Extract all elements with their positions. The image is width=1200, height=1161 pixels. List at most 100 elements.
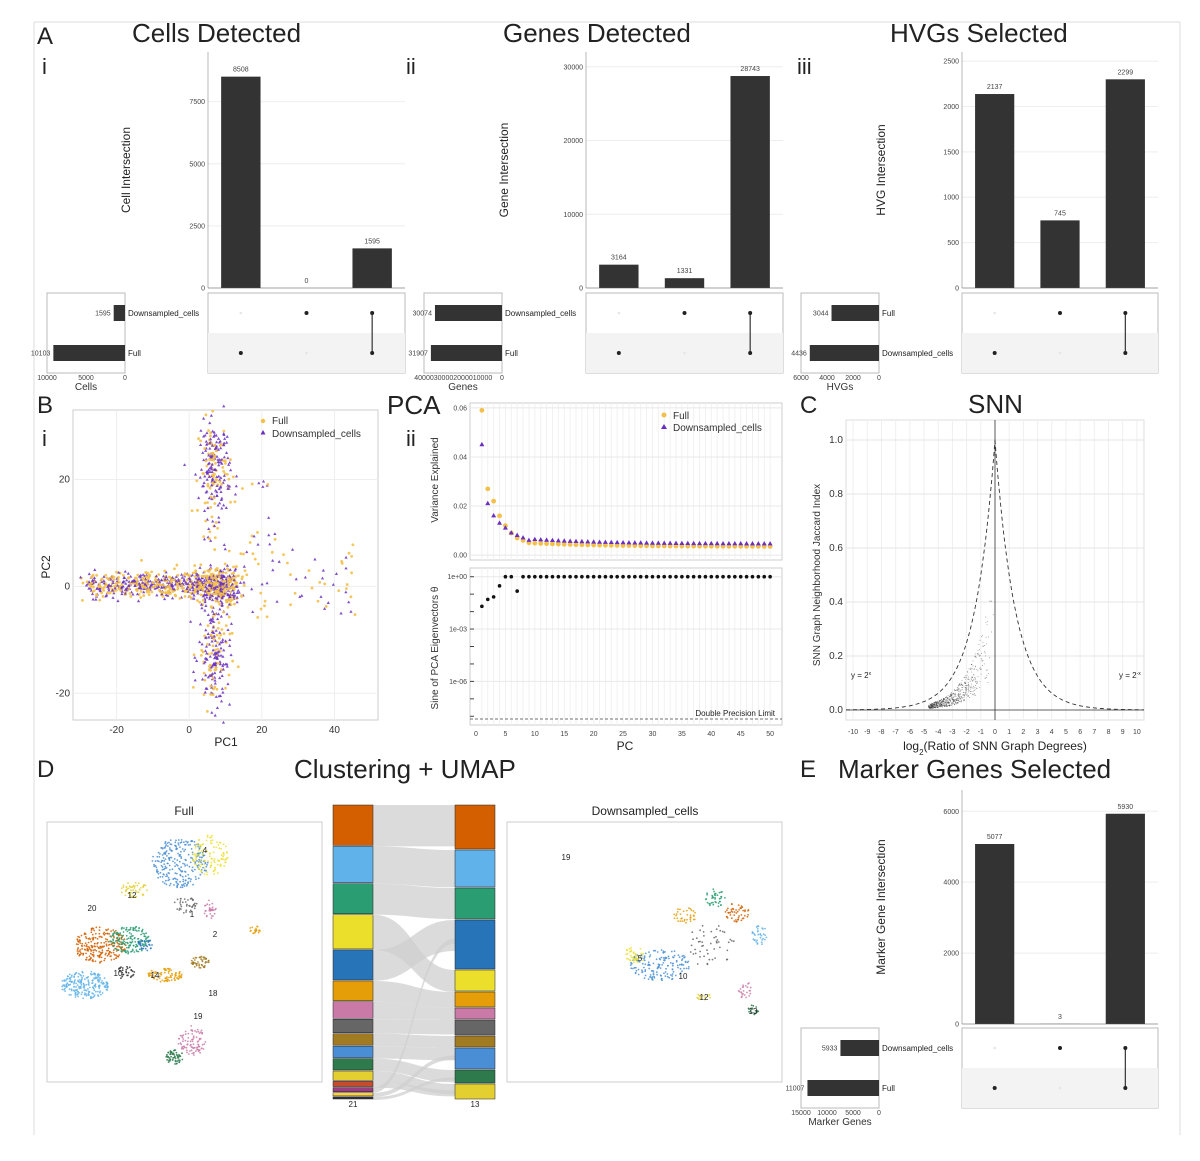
- pca-point-down: [137, 582, 142, 585]
- umap-full-point: [163, 868, 165, 871]
- pca-point-full: [193, 588, 197, 591]
- matrix-dot-off: [305, 351, 308, 355]
- umap-full-point: [78, 940, 81, 943]
- umap-full-point: [184, 1033, 187, 1035]
- umap-full-point: [88, 946, 91, 949]
- pca-point-full: [202, 693, 206, 696]
- pca-point-down: [294, 577, 298, 581]
- umap-down-point: [748, 982, 750, 984]
- snn-point: [971, 676, 973, 678]
- pca-point-down: [339, 611, 343, 615]
- pc-x-tick: 30: [649, 731, 657, 738]
- snn-point: [937, 706, 939, 708]
- umap-full-point: [169, 1053, 172, 1056]
- snn-point: [944, 702, 946, 704]
- pca-point-down: [211, 429, 215, 433]
- umap-full-point: [173, 877, 176, 880]
- umap-full-point: [130, 889, 132, 892]
- umap-full-point: [179, 1059, 181, 1062]
- umap-full-point: [186, 1051, 188, 1054]
- umap-down-point: [660, 978, 663, 981]
- pca-point-full: [212, 496, 216, 500]
- variance-point-down: [702, 540, 708, 546]
- pca-point-down: [120, 585, 124, 589]
- umap-down-point: [727, 941, 730, 944]
- umap-full-point: [176, 1062, 178, 1065]
- pca-point-down: [98, 586, 102, 590]
- umap-full-point: [200, 1047, 203, 1050]
- variance-point-down: [549, 537, 555, 543]
- umap-full-point: [174, 976, 176, 978]
- umap-down-point: [692, 938, 694, 941]
- snn-point: [958, 690, 960, 692]
- snn-point: [941, 706, 943, 708]
- pca-point-down: [200, 677, 205, 681]
- umap-full-point: [222, 843, 225, 846]
- umap-full-point: [125, 934, 128, 937]
- umap-full-point: [175, 881, 178, 883]
- umap-full-point: [73, 975, 76, 977]
- pca-point-down: [213, 488, 218, 492]
- variance-point-full: [608, 542, 614, 548]
- pca-point-full: [289, 603, 293, 607]
- sankey-left-node: [332, 1087, 374, 1093]
- umap-full-point: [159, 871, 162, 874]
- matrix-dot-on: [1058, 1046, 1062, 1050]
- umap-full-point: [158, 975, 161, 978]
- pca-point-down: [215, 493, 219, 497]
- snn-point: [944, 706, 946, 707]
- umap-full-point: [203, 873, 206, 875]
- snn-point: [960, 698, 962, 699]
- umap-full-point: [161, 854, 164, 856]
- pca-point-full: [221, 585, 225, 589]
- umap-down-point: [652, 962, 655, 965]
- snn-point: [937, 700, 939, 702]
- snn-point: [943, 702, 944, 704]
- umap-full-point: [70, 989, 73, 992]
- umap-full-point: [167, 1059, 170, 1062]
- umap-full-point: [64, 987, 66, 990]
- umap-full-point: [130, 941, 133, 944]
- umap-full-point: [75, 943, 78, 945]
- umap-down-point: [676, 911, 679, 913]
- umap-full-point: [93, 972, 96, 975]
- pca-point-full: [227, 477, 231, 481]
- umap-down-point: [715, 940, 718, 943]
- panel-b-label: B: [37, 392, 53, 419]
- pca-point-full: [324, 605, 328, 608]
- snn-point: [971, 671, 973, 673]
- snn-point: [968, 685, 970, 687]
- umap-full-point: [129, 926, 132, 929]
- umap-full-point: [108, 933, 111, 935]
- umap-full-point: [205, 839, 208, 842]
- intersection-bar: [599, 264, 639, 288]
- umap-full-cluster-label: 19: [194, 1012, 203, 1021]
- variance-point-full: [579, 542, 585, 548]
- umap-full-point: [118, 937, 121, 940]
- umap-full-point: [87, 950, 90, 952]
- snn-point: [945, 697, 947, 699]
- snn-point: [959, 693, 961, 695]
- umap-full-point: [192, 903, 195, 906]
- pca-point-full: [120, 583, 124, 587]
- umap-full-point: [177, 839, 180, 841]
- pca-point-full: [210, 576, 214, 580]
- umap-full-point: [159, 853, 161, 855]
- variance-point-down: [720, 540, 726, 546]
- snn-point: [970, 690, 972, 692]
- umap-full-point: [130, 935, 133, 937]
- umap-down-point: [682, 910, 685, 913]
- pca-point-down: [217, 694, 221, 698]
- snn-curve-left: [846, 439, 996, 711]
- umap-full-point: [200, 958, 203, 961]
- umap-full-point: [129, 894, 132, 896]
- matrix-dot-off: [617, 311, 621, 315]
- umap-full-point: [99, 961, 101, 963]
- umap-full-point: [193, 1054, 195, 1056]
- snn-point: [963, 696, 965, 698]
- umap-full-point: [177, 1043, 180, 1045]
- umap-full-point: [79, 942, 82, 944]
- pca-point-down: [228, 638, 232, 641]
- pca-point-down: [210, 672, 214, 675]
